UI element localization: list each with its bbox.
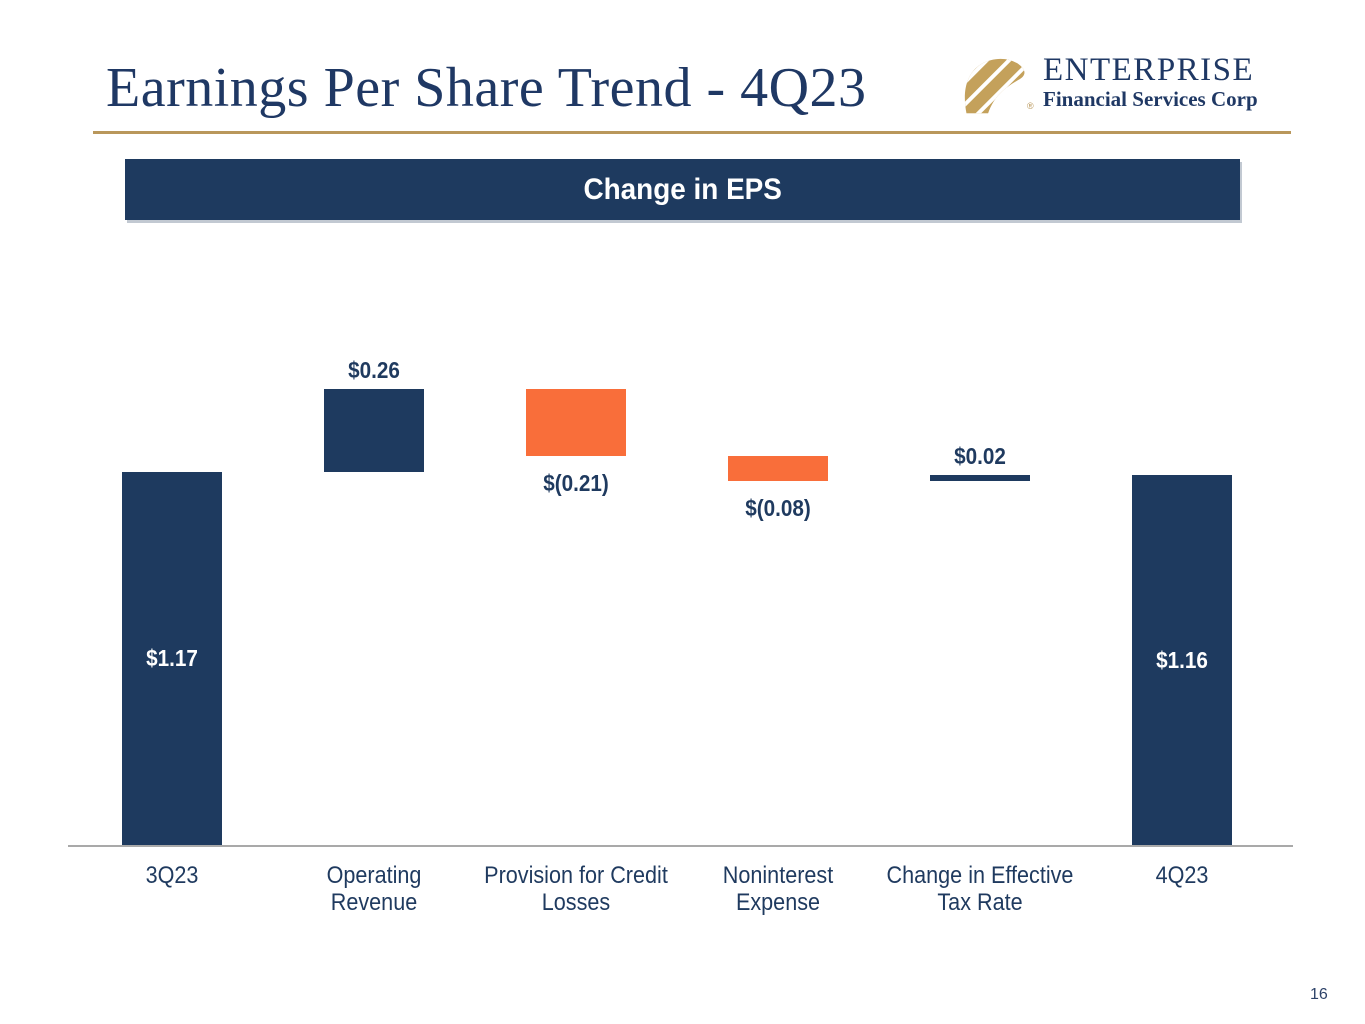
bar-value-label: $1.16 xyxy=(1156,646,1208,673)
category-label: Noninterest Expense xyxy=(722,862,834,916)
logo-text-block: ENTERPRISE Financial Services Corp xyxy=(1043,52,1291,111)
waterfall-bar xyxy=(1132,474,1232,845)
bar-value-label: $(0.08) xyxy=(745,495,811,522)
bar-value-label: $1.17 xyxy=(146,645,198,672)
bar-value-label: $(0.21) xyxy=(543,469,609,496)
category-label: Provision for Credit Losses xyxy=(484,862,668,916)
waterfall-bar xyxy=(526,388,626,456)
title-underline-rule xyxy=(93,131,1291,134)
enterprise-stripes-logo-icon xyxy=(961,57,1027,121)
chart-title: Change in EPS xyxy=(583,172,782,206)
registered-trademark-symbol: ® xyxy=(1027,101,1034,111)
bar-value-label: $0.02 xyxy=(954,442,1006,469)
waterfall-bar xyxy=(930,474,1030,482)
company-logo: ® ENTERPRISE Financial Services Corp xyxy=(961,52,1291,121)
logo-tagline: Financial Services Corp xyxy=(1043,87,1258,111)
category-label: 3Q23 xyxy=(145,862,199,889)
logo-company-name: ENTERPRISE xyxy=(1043,52,1255,88)
chart-title-banner: Change in EPS xyxy=(125,159,1240,220)
category-label: Operating Revenue xyxy=(326,862,422,916)
waterfall-bar xyxy=(122,471,222,845)
category-label: 4Q23 xyxy=(1155,862,1209,889)
waterfall-bar xyxy=(728,455,828,482)
waterfall-bar xyxy=(324,388,424,472)
x-axis-line xyxy=(68,845,1293,847)
page-number: 16 xyxy=(1310,986,1328,1003)
bar-value-label: $0.26 xyxy=(348,356,400,383)
category-label: Change in Effective Tax Rate xyxy=(886,862,1074,916)
slide-title: Earnings Per Share Trend - 4Q23 xyxy=(106,57,867,119)
